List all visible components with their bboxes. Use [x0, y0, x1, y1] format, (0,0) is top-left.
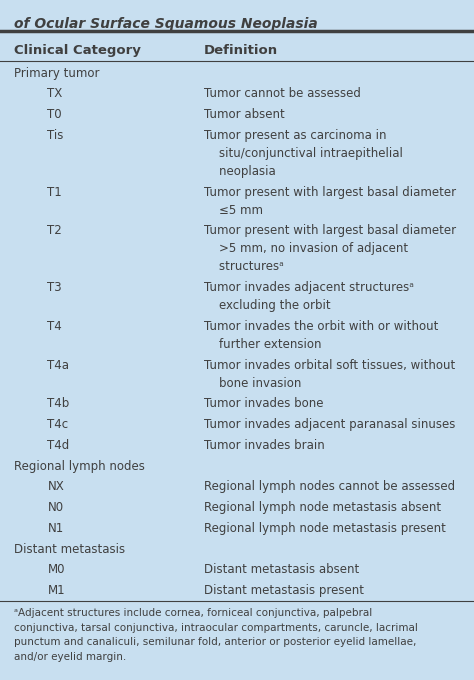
Text: >5 mm, no invasion of adjacent: >5 mm, no invasion of adjacent — [204, 242, 408, 256]
Text: Primary tumor: Primary tumor — [14, 67, 100, 80]
Text: Tumor invades brain: Tumor invades brain — [204, 439, 325, 452]
Text: N0: N0 — [47, 501, 64, 514]
Text: Tumor absent: Tumor absent — [204, 108, 284, 121]
Text: Distant metastasis: Distant metastasis — [14, 543, 125, 556]
Text: T4a: T4a — [47, 358, 69, 372]
Text: NX: NX — [47, 480, 64, 494]
Text: Regional lymph node metastasis absent: Regional lymph node metastasis absent — [204, 501, 441, 514]
Text: Tumor present with largest basal diameter: Tumor present with largest basal diamete… — [204, 224, 456, 237]
Text: TX: TX — [47, 88, 63, 101]
Text: M1: M1 — [47, 584, 65, 597]
Text: conjunctiva, tarsal conjunctiva, intraocular compartments, caruncle, lacrimal: conjunctiva, tarsal conjunctiva, intraoc… — [14, 622, 418, 632]
Text: Regional lymph nodes cannot be assessed: Regional lymph nodes cannot be assessed — [204, 480, 455, 494]
Text: T4b: T4b — [47, 397, 70, 411]
Text: T4d: T4d — [47, 439, 70, 452]
Text: Tumor invades the orbit with or without: Tumor invades the orbit with or without — [204, 320, 438, 333]
Text: T1: T1 — [47, 186, 62, 199]
Text: T0: T0 — [47, 108, 62, 121]
Text: punctum and canaliculi, semilunar fold, anterior or posterior eyelid lamellae,: punctum and canaliculi, semilunar fold, … — [14, 637, 417, 647]
Text: excluding the orbit: excluding the orbit — [204, 299, 330, 312]
Text: further extension: further extension — [204, 338, 321, 351]
Text: of Ocular Surface Squamous Neoplasia: of Ocular Surface Squamous Neoplasia — [14, 17, 318, 31]
Text: structuresᵃ: structuresᵃ — [204, 260, 283, 273]
Text: situ/conjunctival intraepithelial: situ/conjunctival intraepithelial — [204, 147, 403, 160]
Text: T4: T4 — [47, 320, 62, 333]
Text: Tumor cannot be assessed: Tumor cannot be assessed — [204, 88, 361, 101]
Text: Distant metastasis present: Distant metastasis present — [204, 584, 364, 597]
Text: T3: T3 — [47, 281, 62, 294]
Text: bone invasion: bone invasion — [204, 377, 301, 390]
Text: Tumor invades adjacent paranasal sinuses: Tumor invades adjacent paranasal sinuses — [204, 418, 455, 431]
Text: Tumor invades adjacent structuresᵃ: Tumor invades adjacent structuresᵃ — [204, 281, 414, 294]
Text: ≤5 mm: ≤5 mm — [204, 203, 263, 217]
Text: Tis: Tis — [47, 129, 64, 142]
Text: Tumor invades bone: Tumor invades bone — [204, 397, 323, 411]
Text: T2: T2 — [47, 224, 62, 237]
Text: Distant metastasis absent: Distant metastasis absent — [204, 563, 359, 577]
Text: Regional lymph nodes: Regional lymph nodes — [14, 460, 145, 473]
Text: T4c: T4c — [47, 418, 69, 431]
Text: N1: N1 — [47, 522, 64, 535]
Text: M0: M0 — [47, 563, 65, 577]
Text: neoplasia: neoplasia — [204, 165, 275, 178]
Text: Tumor present as carcinoma in: Tumor present as carcinoma in — [204, 129, 386, 142]
Text: Definition: Definition — [204, 44, 278, 57]
Text: Tumor present with largest basal diameter: Tumor present with largest basal diamete… — [204, 186, 456, 199]
Text: and/or eyelid margin.: and/or eyelid margin. — [14, 652, 127, 662]
Text: Regional lymph node metastasis present: Regional lymph node metastasis present — [204, 522, 446, 535]
Text: Clinical Category: Clinical Category — [14, 44, 141, 57]
Text: ᵃAdjacent structures include cornea, forniceal conjunctiva, palpebral: ᵃAdjacent structures include cornea, for… — [14, 607, 373, 617]
Text: Tumor invades orbital soft tissues, without: Tumor invades orbital soft tissues, with… — [204, 358, 455, 372]
